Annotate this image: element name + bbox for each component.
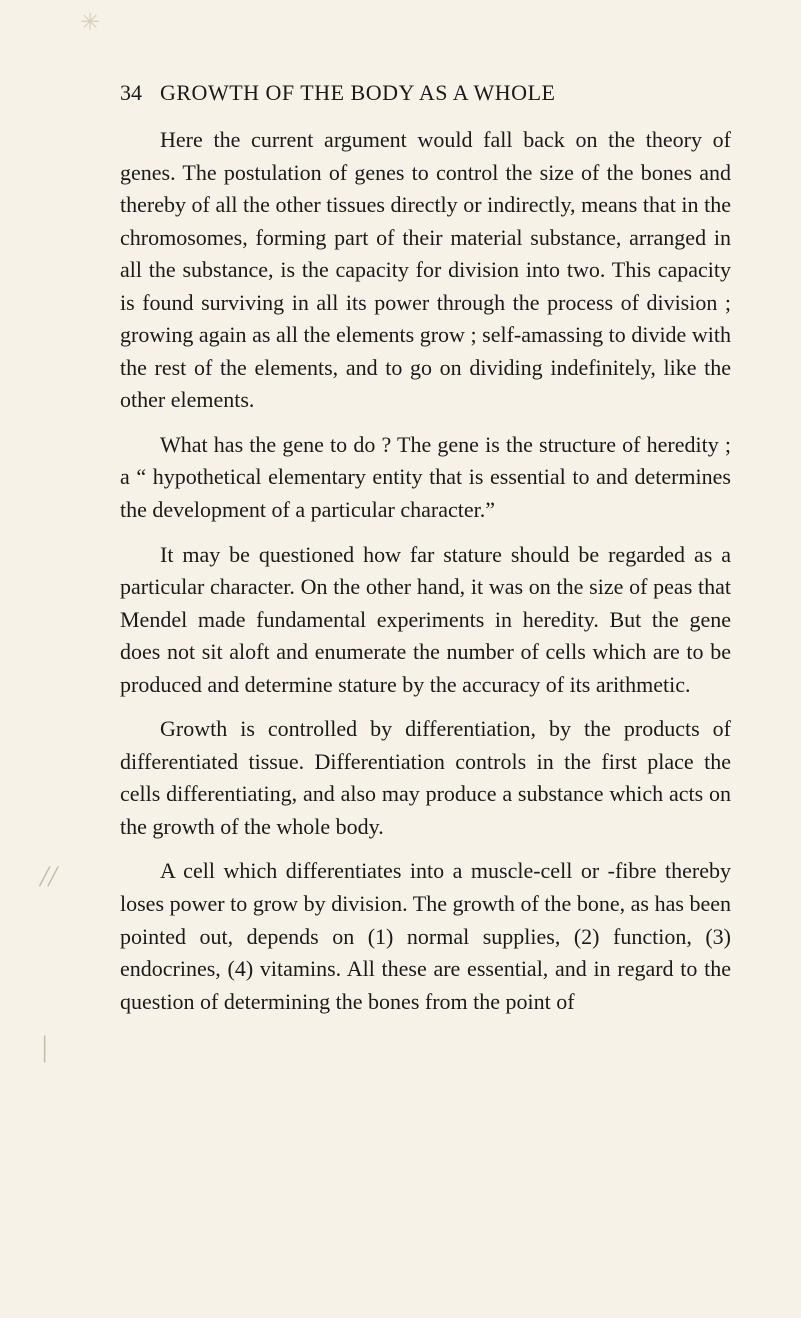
page: ✳ 34 GROWTH OF THE BODY AS A WHOLE Here …: [0, 0, 801, 1318]
top-scribble-mark: ✳: [80, 8, 100, 37]
paragraph-3: It may be questioned how far stature sho…: [120, 539, 731, 702]
paragraph-2: What has the gene to do ? The gene is th…: [120, 429, 731, 527]
paragraph-5: A cell which differentiates into a muscl…: [120, 855, 731, 1018]
paragraph-4: Growth is controlled by differentiation,…: [120, 713, 731, 843]
paragraph-1: Here the current argument would fall bac…: [120, 124, 731, 417]
page-number: 34: [120, 80, 142, 106]
page-header: 34 GROWTH OF THE BODY AS A WHOLE: [120, 80, 731, 106]
margin-mark-2: |: [40, 1032, 48, 1062]
margin-mark-1: //: [40, 862, 57, 892]
body-text: Here the current argument would fall bac…: [120, 124, 731, 1018]
running-title: GROWTH OF THE BODY AS A WHOLE: [160, 80, 555, 106]
